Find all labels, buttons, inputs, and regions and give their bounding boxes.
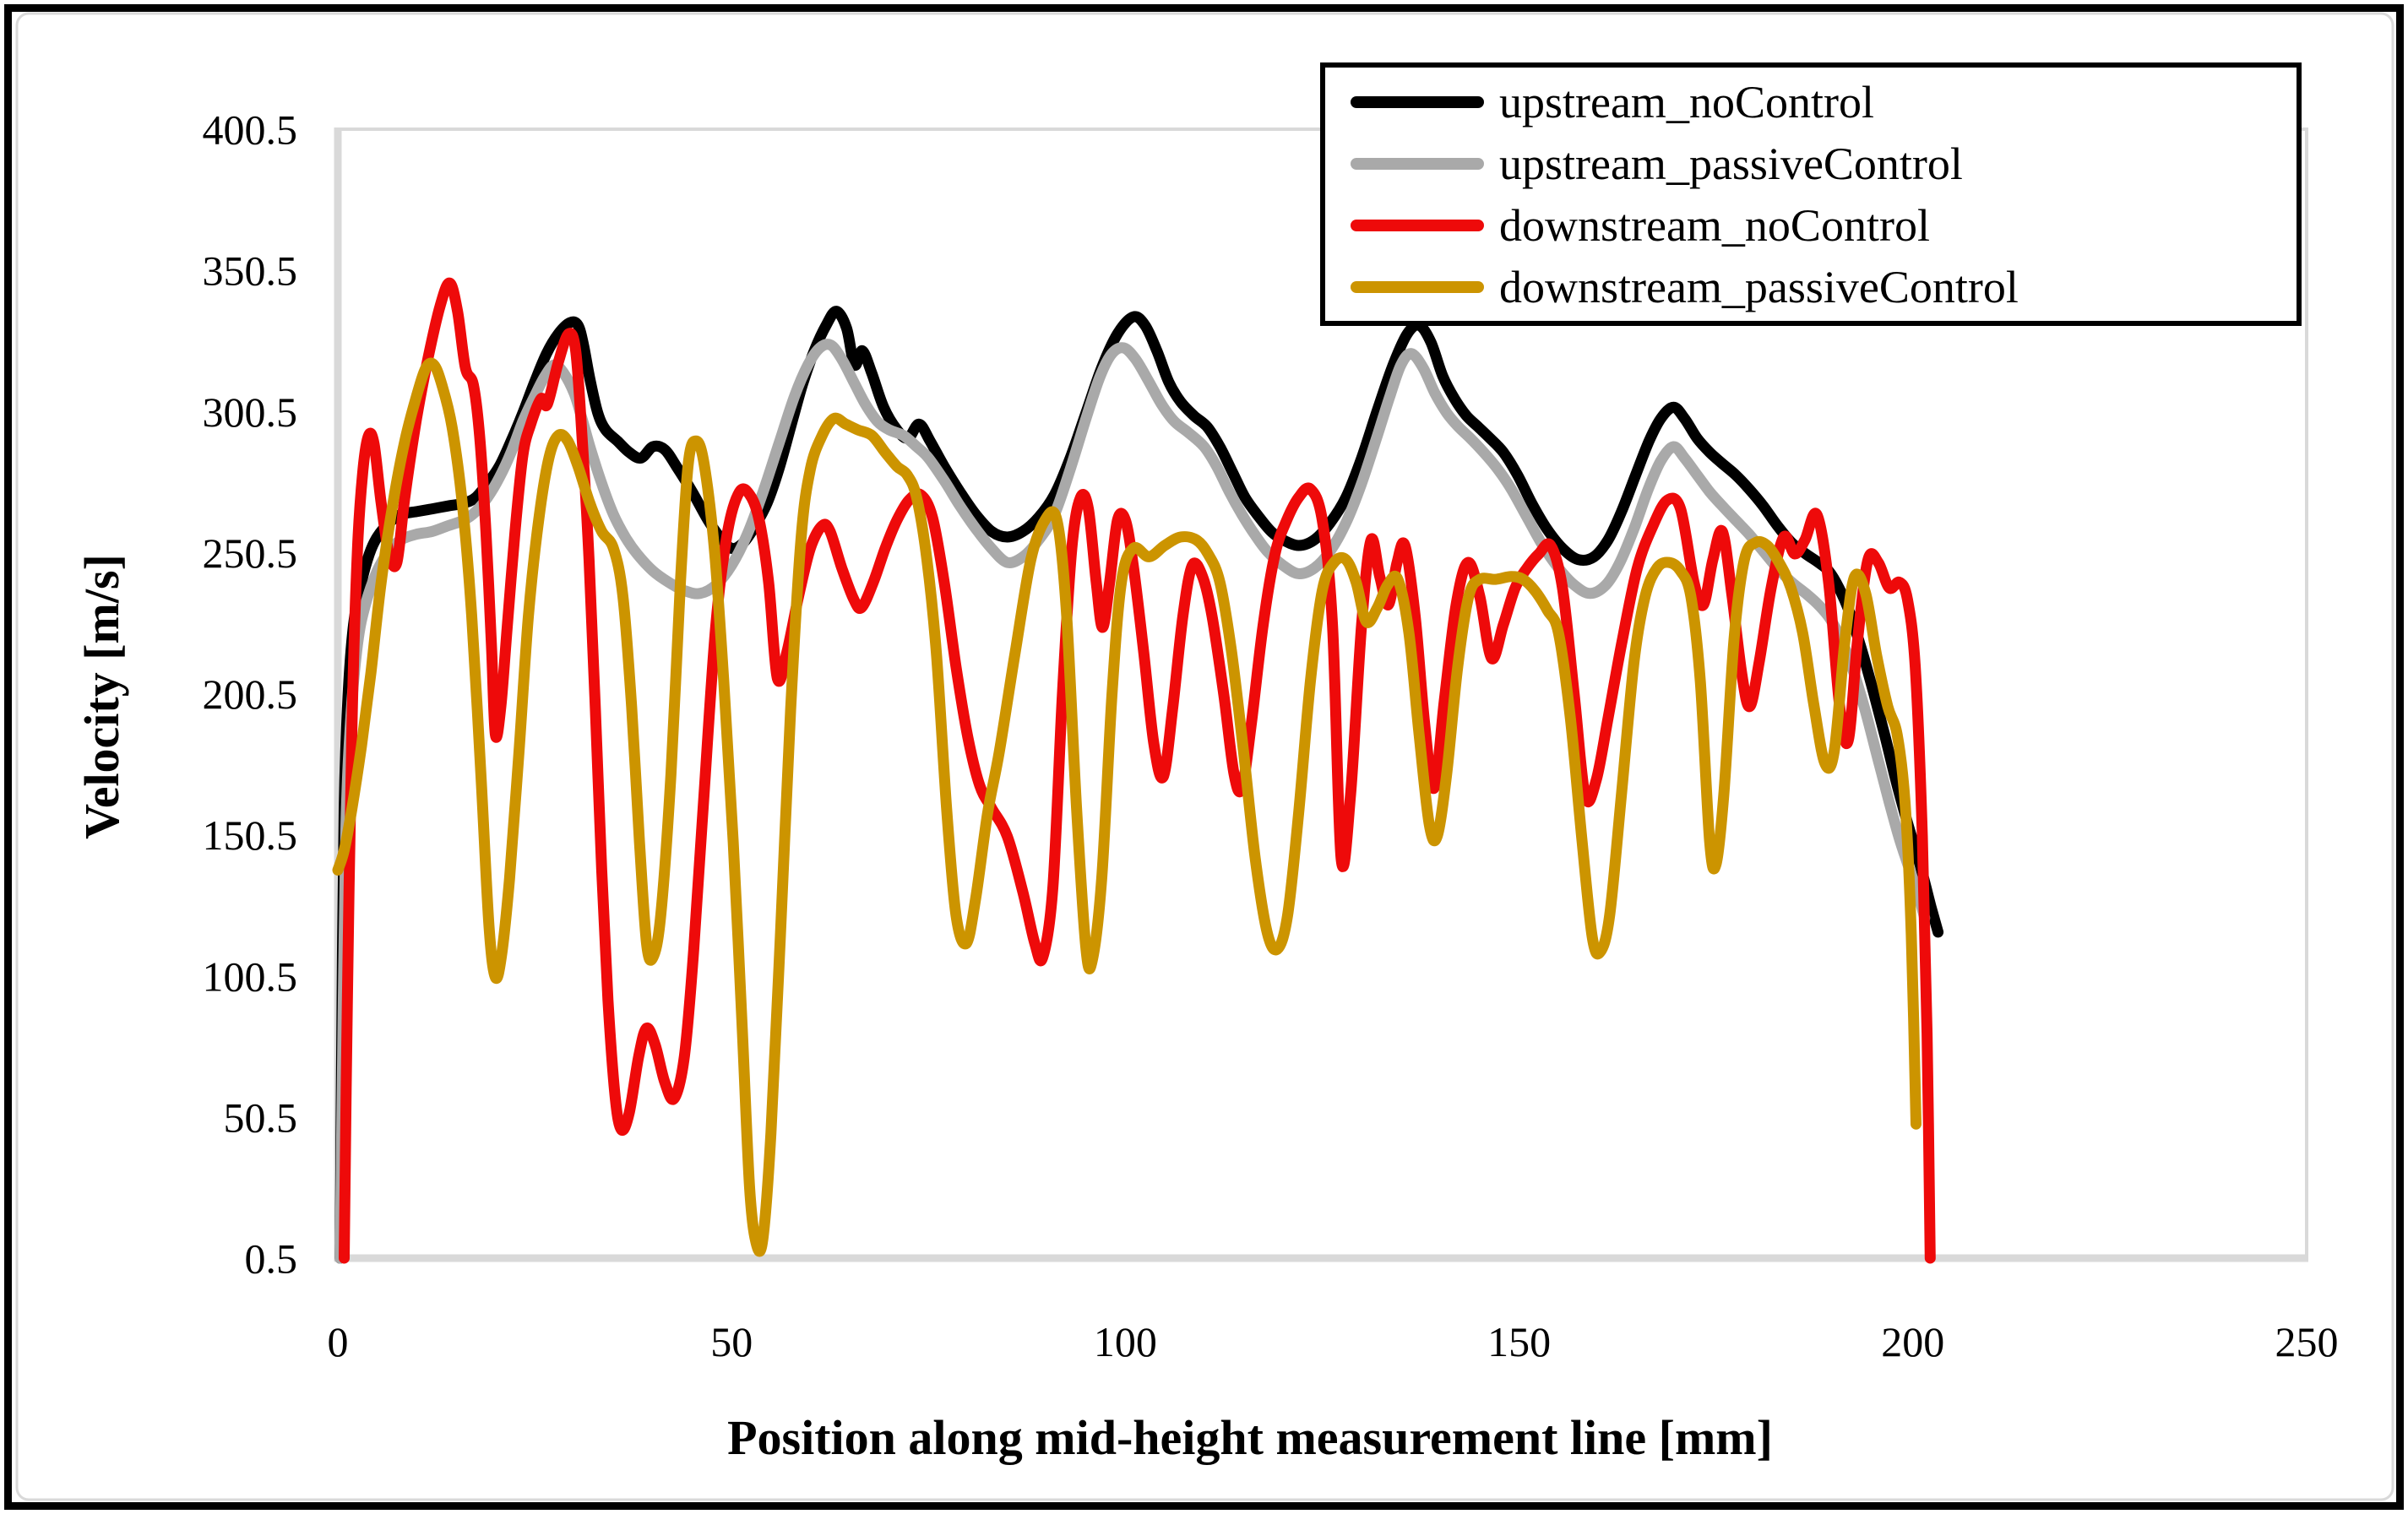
legend-item-label: upstream_noControl (1499, 76, 1874, 128)
x-tick-label: 200 (1881, 1318, 1944, 1365)
series-line-downstream_passiveControl (332, 357, 1922, 1257)
y-axis-title: Velocity [m/s] (74, 554, 129, 839)
y-tick-label: 350.5 (203, 247, 298, 295)
legend-line-sample (1351, 280, 1484, 293)
legend-item: downstream_passiveControl (1351, 264, 2297, 310)
x-axis-title: Position along mid-height measurement li… (727, 1410, 1773, 1465)
series-lines (332, 277, 1944, 1264)
series-line-upstream_passiveControl (334, 339, 1931, 1264)
legend-item: upstream_noControl (1351, 79, 2297, 125)
y-tick-label: 200.5 (203, 670, 298, 718)
legend: upstream_noControl upstream_passiveContro… (1320, 62, 2302, 326)
x-tick-label: 250 (2275, 1318, 2339, 1365)
legend-item: downstream_noControl (1351, 203, 2297, 248)
y-tick-label: 400.5 (203, 106, 298, 154)
y-tick-label: 0.5 (245, 1235, 298, 1283)
legend-item-label: downstream_noControl (1499, 199, 1930, 251)
x-tick-label: 50 (710, 1318, 753, 1365)
legend-line-sample (1351, 95, 1484, 108)
series-line-downstream_noControl (339, 277, 1936, 1264)
x-axis-tick-labels: 0 50 100 150 200 250 (328, 1318, 2339, 1365)
y-axis-tick-labels: 400.5 350.5 300.5 250.5 200.5 150.5 100.5 50.5 0… (203, 106, 298, 1283)
x-tick-label: 0 (328, 1318, 349, 1365)
y-tick-label: 100.5 (203, 952, 298, 1000)
y-tick-label: 150.5 (203, 811, 298, 859)
legend-item-label: upstream_passiveControl (1499, 138, 1963, 189)
x-tick-label: 100 (1094, 1318, 1157, 1365)
y-tick-label: 250.5 (203, 529, 298, 577)
y-tick-label: 300.5 (203, 388, 298, 436)
legend-line-sample (1351, 219, 1484, 231)
y-tick-label: 50.5 (224, 1093, 298, 1141)
legend-item: upstream_passiveControl (1351, 141, 2297, 187)
legend-item-label: downstream_passiveControl (1499, 261, 2019, 312)
x-tick-label: 150 (1487, 1318, 1551, 1365)
legend-line-sample (1351, 157, 1484, 170)
chart-area-frame (15, 12, 2394, 1501)
